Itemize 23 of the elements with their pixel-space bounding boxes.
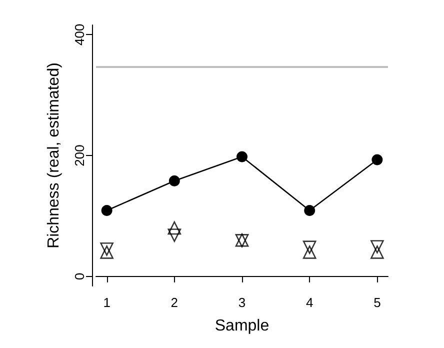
point: [168, 228, 182, 242]
point: [372, 154, 383, 166]
point: [370, 240, 384, 254]
point: [101, 204, 112, 216]
y-tick-label: 200: [72, 144, 87, 166]
x-tick-label: 4: [306, 295, 314, 310]
y-tick-label: 400: [72, 24, 87, 46]
point: [168, 221, 182, 235]
x-axis-title: Sample: [214, 318, 270, 334]
y-tick-label: 0: [72, 272, 87, 280]
point: [168, 175, 180, 186]
point: [302, 246, 316, 259]
x-tick-label: 3: [238, 295, 246, 310]
x-tick-label: 1: [103, 295, 110, 310]
point: [304, 204, 316, 216]
point: [302, 240, 316, 254]
x-tick-label: 5: [374, 295, 381, 310]
point: [236, 151, 248, 162]
point: [100, 242, 114, 256]
point: [370, 246, 384, 259]
y-axis-title: Richness (real, estimated): [46, 62, 62, 248]
x-tick-label: 2: [170, 295, 178, 310]
point: [100, 246, 114, 259]
